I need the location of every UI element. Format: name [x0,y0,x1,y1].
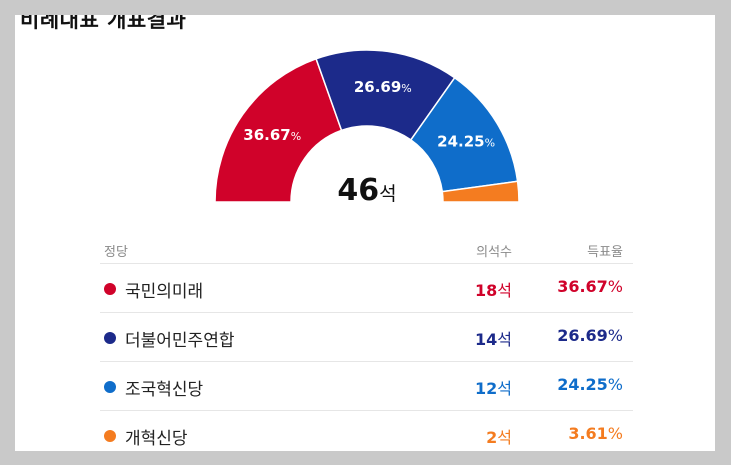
results-panel: 비례대표 개표결과 36.67% 26.69% 24.25% 46석 정당 의석수 득… [15,15,715,451]
seat-count: 18석 [475,281,512,300]
party-name: 조국혁신당 [125,380,204,400]
seat-count: 2석 [486,428,512,447]
party-name: 국민의미래 [125,282,204,302]
results-table: 정당 의석수 득표율 국민의미래 18석 36.67% 더불어민주연합 14석 … [100,233,633,451]
segment-label: 36.67% [243,126,301,144]
donut-segment[interactable] [441,180,520,203]
total-seats: 46석 [337,173,396,208]
header-party: 정당 [104,245,128,260]
table-row[interactable]: 개혁신당 2석 3.61% [100,411,633,451]
seat-count: 14석 [475,330,512,349]
header-seats: 의석수 [476,245,512,260]
party-color-dot [104,430,116,442]
segment-label: 24.25% [437,133,495,151]
vote-rate: 24.25% [557,375,623,394]
party-color-dot [104,381,116,393]
party-color-dot [104,332,116,344]
party-color-dot [104,283,116,295]
table-row[interactable]: 더불어민주연합 14석 26.69% [100,313,633,362]
header-rate: 득표율 [587,245,623,260]
segment-label: 26.69% [354,78,412,96]
table-row[interactable]: 조국혁신당 12석 24.25% [100,362,633,411]
vote-rate: 3.61% [568,424,623,443]
seat-count: 12석 [475,379,512,398]
table-row[interactable]: 국민의미래 18석 36.67% [100,264,633,313]
table-header: 정당 의석수 득표율 [100,233,633,264]
vote-rate: 26.69% [557,326,623,345]
vote-rate: 36.67% [557,277,623,296]
party-name: 개혁신당 [125,429,188,449]
seat-donut-chart: 36.67% 26.69% 24.25% 46석 [214,49,520,208]
page-title: 비례대표 개표결과 [20,15,187,32]
party-name: 더불어민주연합 [125,331,235,351]
donut-segment[interactable] [214,57,343,203]
